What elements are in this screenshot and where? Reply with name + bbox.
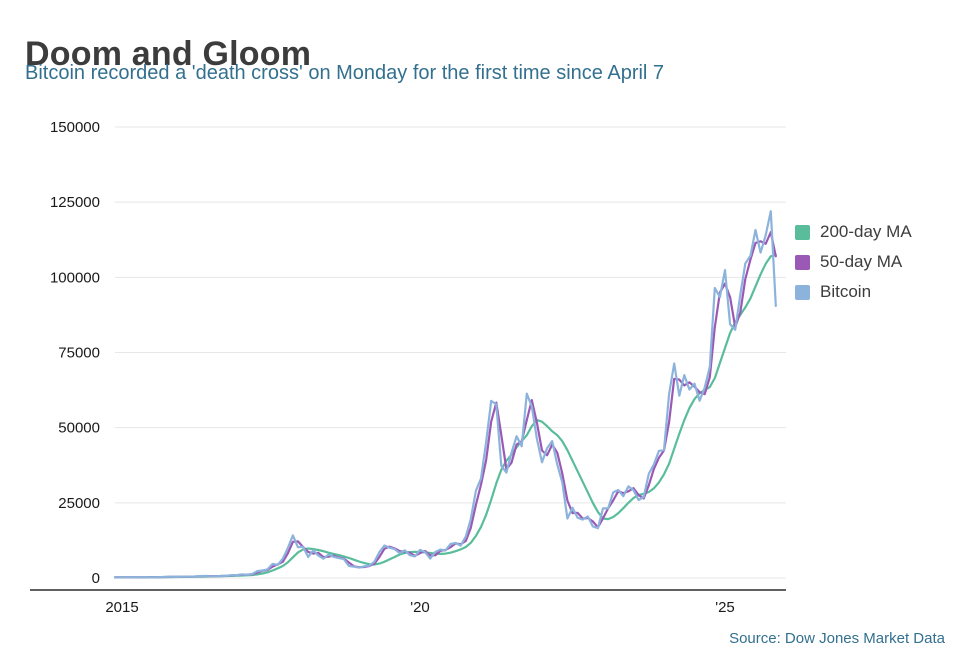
x-tick-label: 2015 bbox=[105, 599, 138, 616]
y-tick-label: 0 bbox=[92, 570, 100, 587]
ma50-swatch-icon bbox=[795, 254, 810, 270]
page-subtitle: Bitcoin recorded a 'death cross' on Mond… bbox=[25, 62, 665, 84]
legend-label-ma200: 200-day MA bbox=[820, 222, 912, 241]
price-chart: 0 25000 50000 75000 100000 125000 150000 2015 '… bbox=[30, 119, 786, 616]
series-line-bitcoin bbox=[113, 210, 777, 579]
x-tick-label: '25 bbox=[715, 599, 735, 616]
x-tick-label: '20 bbox=[410, 599, 430, 616]
series-lines bbox=[113, 210, 777, 579]
series-line-200-day-ma bbox=[113, 253, 777, 579]
legend-label-bitcoin: Bitcoin bbox=[820, 282, 872, 301]
source-attribution: Source: Dow Jones Market Data bbox=[729, 630, 945, 647]
chart-legend: 200-day MA 50-day MA Bitcoin bbox=[795, 222, 912, 302]
y-axis-labels: 0 25000 50000 75000 100000 125000 150000 bbox=[50, 119, 100, 587]
y-tick-label: 125000 bbox=[50, 194, 100, 211]
legend-label-ma50: 50-day MA bbox=[820, 252, 903, 271]
legend-item-ma200: 200-day MA bbox=[795, 222, 912, 242]
bitcoin-swatch-icon bbox=[795, 284, 810, 300]
y-tick-label: 150000 bbox=[50, 119, 100, 136]
gridlines bbox=[115, 126, 786, 579]
ma200-swatch-icon bbox=[795, 224, 810, 240]
legend-item-ma50: 50-day MA bbox=[795, 252, 912, 272]
y-tick-label: 25000 bbox=[58, 495, 100, 512]
y-tick-label: 50000 bbox=[58, 420, 100, 437]
legend-item-bitcoin: Bitcoin bbox=[795, 282, 912, 302]
y-tick-label: 75000 bbox=[58, 345, 100, 362]
page-title: Doom and Gloom bbox=[25, 34, 312, 73]
y-tick-label: 100000 bbox=[50, 269, 100, 286]
series-line-50-day-ma bbox=[113, 231, 777, 579]
x-axis-labels: 2015 '20 '25 bbox=[105, 599, 734, 616]
